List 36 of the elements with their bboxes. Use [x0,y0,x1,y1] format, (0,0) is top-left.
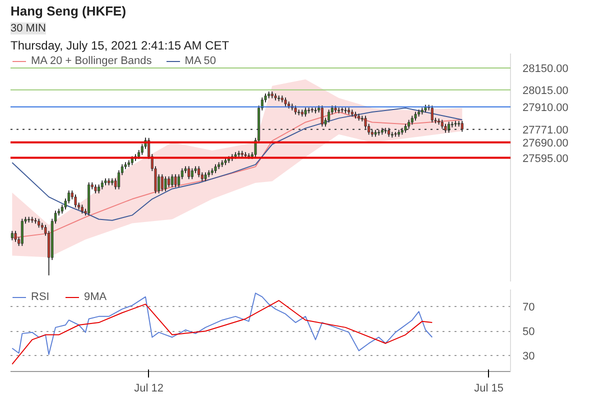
chart-title: Hang Seng (HKFE) [10,4,126,18]
candlestick [168,176,170,188]
y-tick-label: 27771.00 [522,124,568,136]
line-series [12,300,433,365]
y-tick-label: 50 [522,326,535,338]
candlestick [74,194,77,208]
y-tick-label: 28015.00 [522,84,568,97]
text: Thursday, July 15, 2021 2:41:15 AM CET [10,38,230,52]
y-tick-label: 28150.00 [522,63,568,76]
candlestick [174,174,177,188]
x-tick-label: Jul 15 [474,382,504,394]
y-tick-label: 27910.00 [522,102,568,114]
line-series [12,107,463,221]
y-tick-label: 70 [522,302,535,314]
y-tick-label: 30 [522,350,535,363]
candlestick [10,230,14,241]
chart-subtitle: 30 MIN [10,22,46,34]
legend-label: 9MA [84,291,107,303]
candlestick [190,168,194,180]
legend-label: MA 50 [184,55,216,67]
x-tick-label: Jul 12 [134,382,164,394]
candlestick [170,174,174,188]
legend-label: MA 20 + Bollinger Bands [31,55,152,67]
candlestick [198,166,200,178]
y-tick-label: 27595.00 [522,152,568,165]
legend-label: RSI [31,291,50,303]
candlestick [430,105,434,124]
candlestick [164,176,167,192]
candlestick [20,218,24,246]
candlestick [320,105,324,128]
y-tick-label: 27690.00 [522,137,568,150]
candlestick [188,166,190,180]
line-series [12,292,433,355]
candlestick [328,109,330,124]
candlestick [160,174,164,192]
candlestick [14,230,17,242]
